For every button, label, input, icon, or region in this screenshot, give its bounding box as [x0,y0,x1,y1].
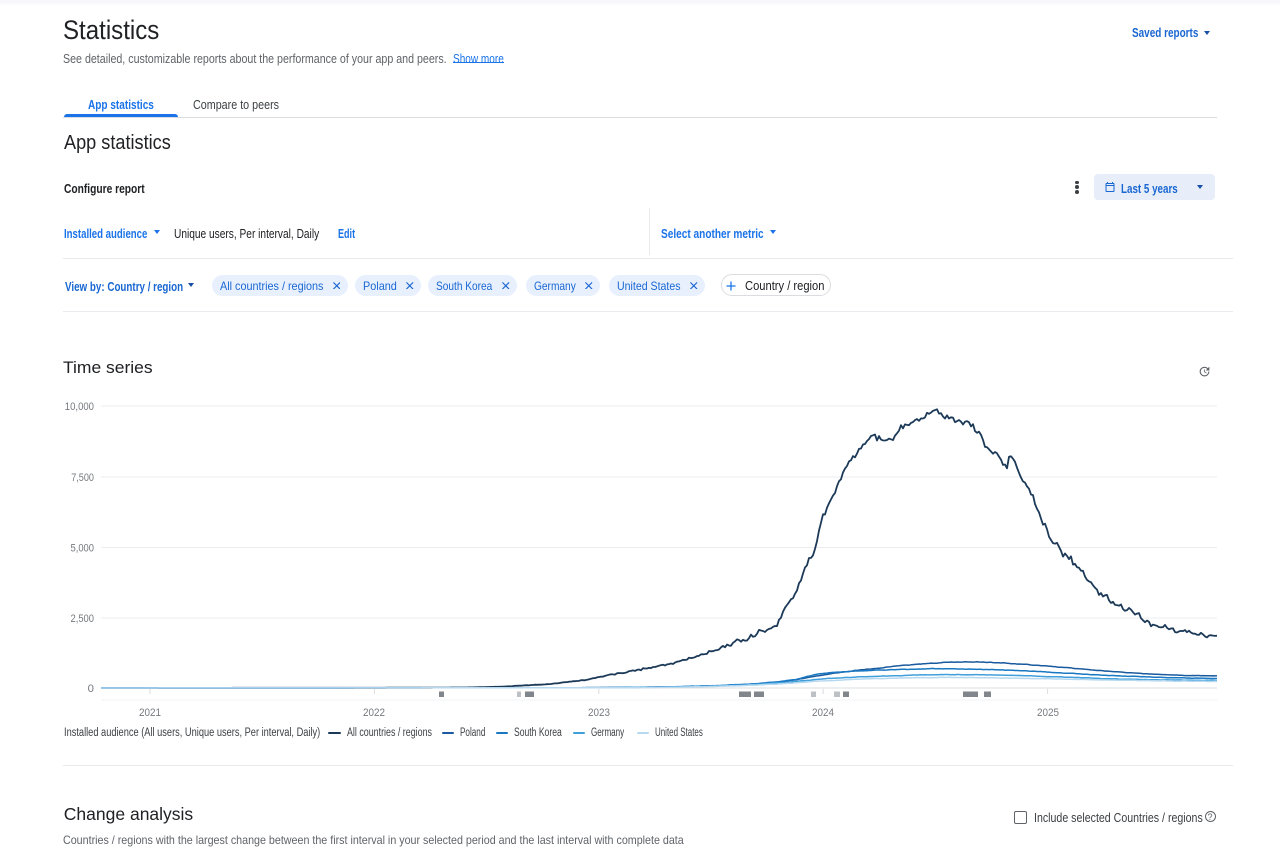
svg-text:2022: 2022 [363,707,385,719]
svg-text:2024: 2024 [812,707,834,719]
svg-text:2,500: 2,500 [71,613,95,625]
svg-text:5,000: 5,000 [71,543,95,555]
svg-text:10,000: 10,000 [65,401,94,413]
svg-text:7,500: 7,500 [71,472,94,484]
svg-text:0: 0 [88,683,94,695]
svg-text:2025: 2025 [1037,707,1059,719]
svg-text:2021: 2021 [139,707,161,719]
svg-text:2023: 2023 [588,707,610,719]
